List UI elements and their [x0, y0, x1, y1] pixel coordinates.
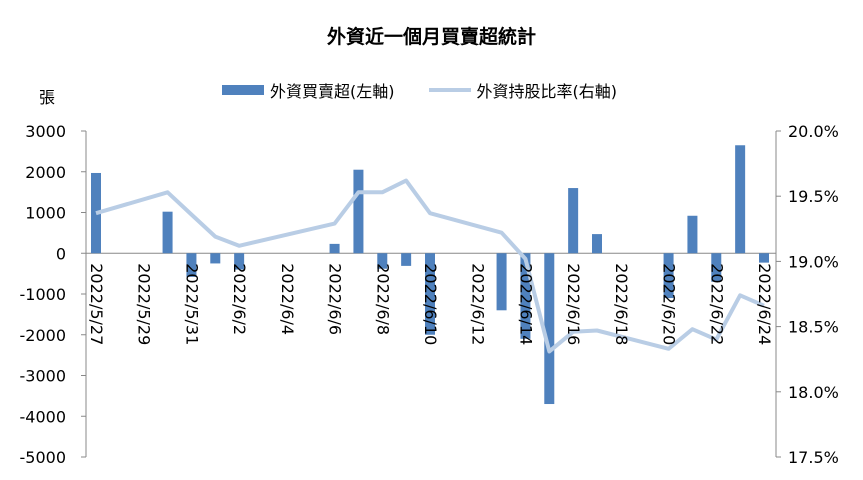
net-buy-sell-bar: [711, 253, 722, 282]
x-axis-tick-label: 2022/6/24: [755, 263, 774, 345]
left-axis-tick-label: 3000: [25, 122, 66, 141]
left-axis-tick-label: 2000: [25, 163, 66, 182]
net-buy-sell-bar: [186, 253, 197, 277]
right-axis-tick-label: 18.0%: [788, 383, 839, 402]
left-axis-tick-label: -4000: [20, 407, 67, 426]
x-axis-tick-label: 2022/6/18: [612, 263, 631, 345]
left-axis-tick-label: -5000: [20, 448, 67, 467]
net-buy-sell-bar: [520, 253, 531, 339]
x-axis-tick-label: 2022/6/20: [660, 263, 679, 345]
legend-label-holding-ratio: 外資持股比率(右軸): [476, 82, 618, 101]
x-axis-tick-label: 2022/6/8: [373, 263, 392, 335]
net-buy-sell-bar: [592, 234, 602, 254]
net-buy-sell-bar: [496, 253, 507, 311]
legend-line-swatch: [428, 88, 471, 92]
legend: 外資買賣超(左軸) 外資持股比率(右軸): [222, 78, 651, 102]
left-axis-tick-label: -3000: [20, 367, 67, 386]
left-axis-tick-label: 0: [56, 244, 66, 263]
net-buy-sell-bar: [162, 211, 173, 254]
net-buy-sell-bar: [234, 253, 245, 270]
x-axis-tick-label: 2022/6/14: [516, 263, 535, 345]
x-axis-tick-label: 2022/6/22: [707, 263, 726, 345]
net-buy-sell-bar: [735, 145, 746, 254]
chart-title: 外資近一個月買賣超統計: [326, 26, 536, 48]
net-buy-sell-bar: [329, 243, 340, 254]
net-buy-sell-bar: [687, 215, 698, 254]
legend-item-net-buy-sell: 外資買賣超(左軸): [222, 78, 395, 102]
net-buy-sell-bar: [568, 188, 579, 254]
right-axis-tick-label: 20.0%: [788, 122, 839, 141]
x-axis-tick-label: 2022/5/31: [182, 263, 201, 345]
net-buy-sell-bar: [401, 253, 412, 266]
left-axis-tick-label: -1000: [20, 285, 67, 304]
net-buy-sell-bar: [544, 253, 555, 405]
x-axis-tick-label: 2022/5/29: [135, 263, 154, 345]
legend-label-net-buy-sell: 外資買賣超(左軸): [270, 82, 395, 101]
net-buy-sell-bar: [377, 253, 388, 269]
net-buy-sell-bar: [210, 253, 221, 264]
x-axis-tick-label: 2022/6/10: [421, 263, 440, 345]
right-axis-tick-label: 19.0%: [788, 252, 839, 271]
holding-ratio-line: [95, 178, 765, 354]
net-buy-sell-bar: [663, 253, 674, 299]
left-axis-tick-label: 1000: [25, 204, 66, 223]
x-axis-tick-label: 2022/6/12: [469, 263, 488, 345]
left-axis-unit-label: 張: [39, 88, 56, 107]
legend-item-holding-ratio: 外資持股比率(右軸): [428, 78, 618, 102]
x-axis-tick-label: 2022/6/2: [230, 263, 249, 335]
right-axis-tick-label: 18.5%: [788, 318, 839, 337]
left-axis-tick-label: -2000: [20, 326, 67, 345]
x-axis-tick-label: 2022/6/16: [564, 263, 583, 345]
right-axis-tick-label: 19.5%: [788, 187, 839, 206]
x-axis-tick-label: 2022/6/6: [326, 263, 345, 335]
net-buy-sell-bar: [425, 253, 435, 335]
x-axis-tick-label: 2022/6/4: [278, 263, 297, 335]
legend-bar-swatch: [222, 85, 264, 95]
x-axis-tick-label: 2022/5/27: [87, 263, 106, 345]
right-axis-tick-label: 17.5%: [788, 448, 839, 467]
net-buy-sell-bar: [353, 169, 364, 254]
net-buy-sell-bar: [759, 253, 769, 263]
